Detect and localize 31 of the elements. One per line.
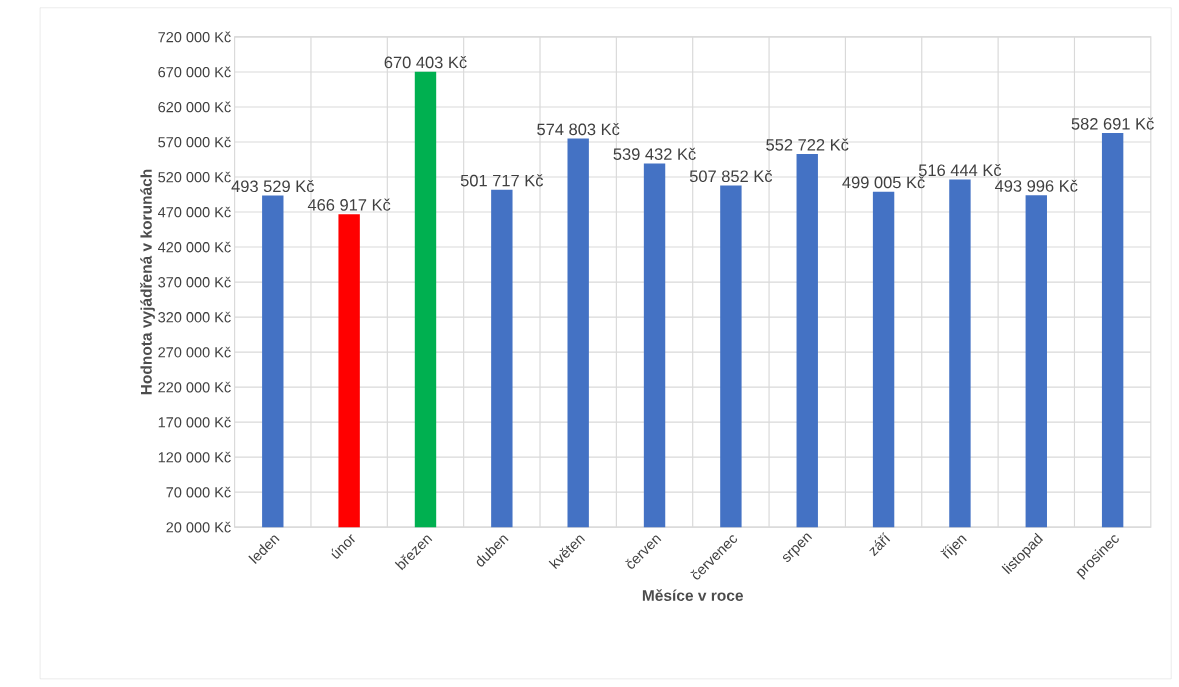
data-label: 466 917 Kč <box>307 198 391 211</box>
y-tick-label: 620 000 Kč <box>158 101 231 113</box>
x-tick-label: říjen <box>940 535 967 559</box>
x-axis-title: Měsíce v roce <box>642 589 743 602</box>
y-tick-label: 220 000 Kč <box>158 381 231 393</box>
data-label: 493 996 Kč <box>994 179 1078 192</box>
data-label: 507 852 Kč <box>689 170 773 183</box>
y-tick-label: 270 000 Kč <box>158 346 231 358</box>
x-tick-label: září <box>869 532 891 557</box>
y-tick-label: 520 000 Kč <box>158 171 231 183</box>
y-tick-label: 370 000 Kč <box>158 276 231 288</box>
y-tick-label: 570 000 Kč <box>158 136 231 148</box>
y-tick-label: 70 000 Kč <box>166 486 231 498</box>
y-tick-label: 20 000 Kč <box>166 521 231 533</box>
data-label: 552 722 Kč <box>766 138 849 151</box>
data-label: 516 444 Kč <box>918 164 1002 177</box>
data-label: 501 717 Kč <box>460 174 544 187</box>
y-tick-label: 170 000 Kč <box>158 416 231 428</box>
y-tick-label: 470 000 Kč <box>157 206 231 218</box>
y-tick-label: 670 000 Kč <box>158 66 231 78</box>
y-tick-label: 120 000 Kč <box>158 451 231 463</box>
y-tick-label: 320 000 Kč <box>158 311 231 323</box>
data-label: 670 403 Kč <box>384 56 467 69</box>
data-label: 499 005 Kč <box>842 176 925 189</box>
y-tick-label: 720 000 Kč <box>158 31 231 43</box>
y-axis-title: Hodnota vyjádřená v korunách <box>140 169 155 395</box>
y-tick-label: 420 000 Kč <box>157 241 231 253</box>
data-label: 574 803 Kč <box>537 123 620 136</box>
data-label: 493 529 Kč <box>231 180 314 193</box>
data-label: 582 691 Kč <box>1071 117 1154 130</box>
data-label: 539 432 Kč <box>613 147 696 161</box>
